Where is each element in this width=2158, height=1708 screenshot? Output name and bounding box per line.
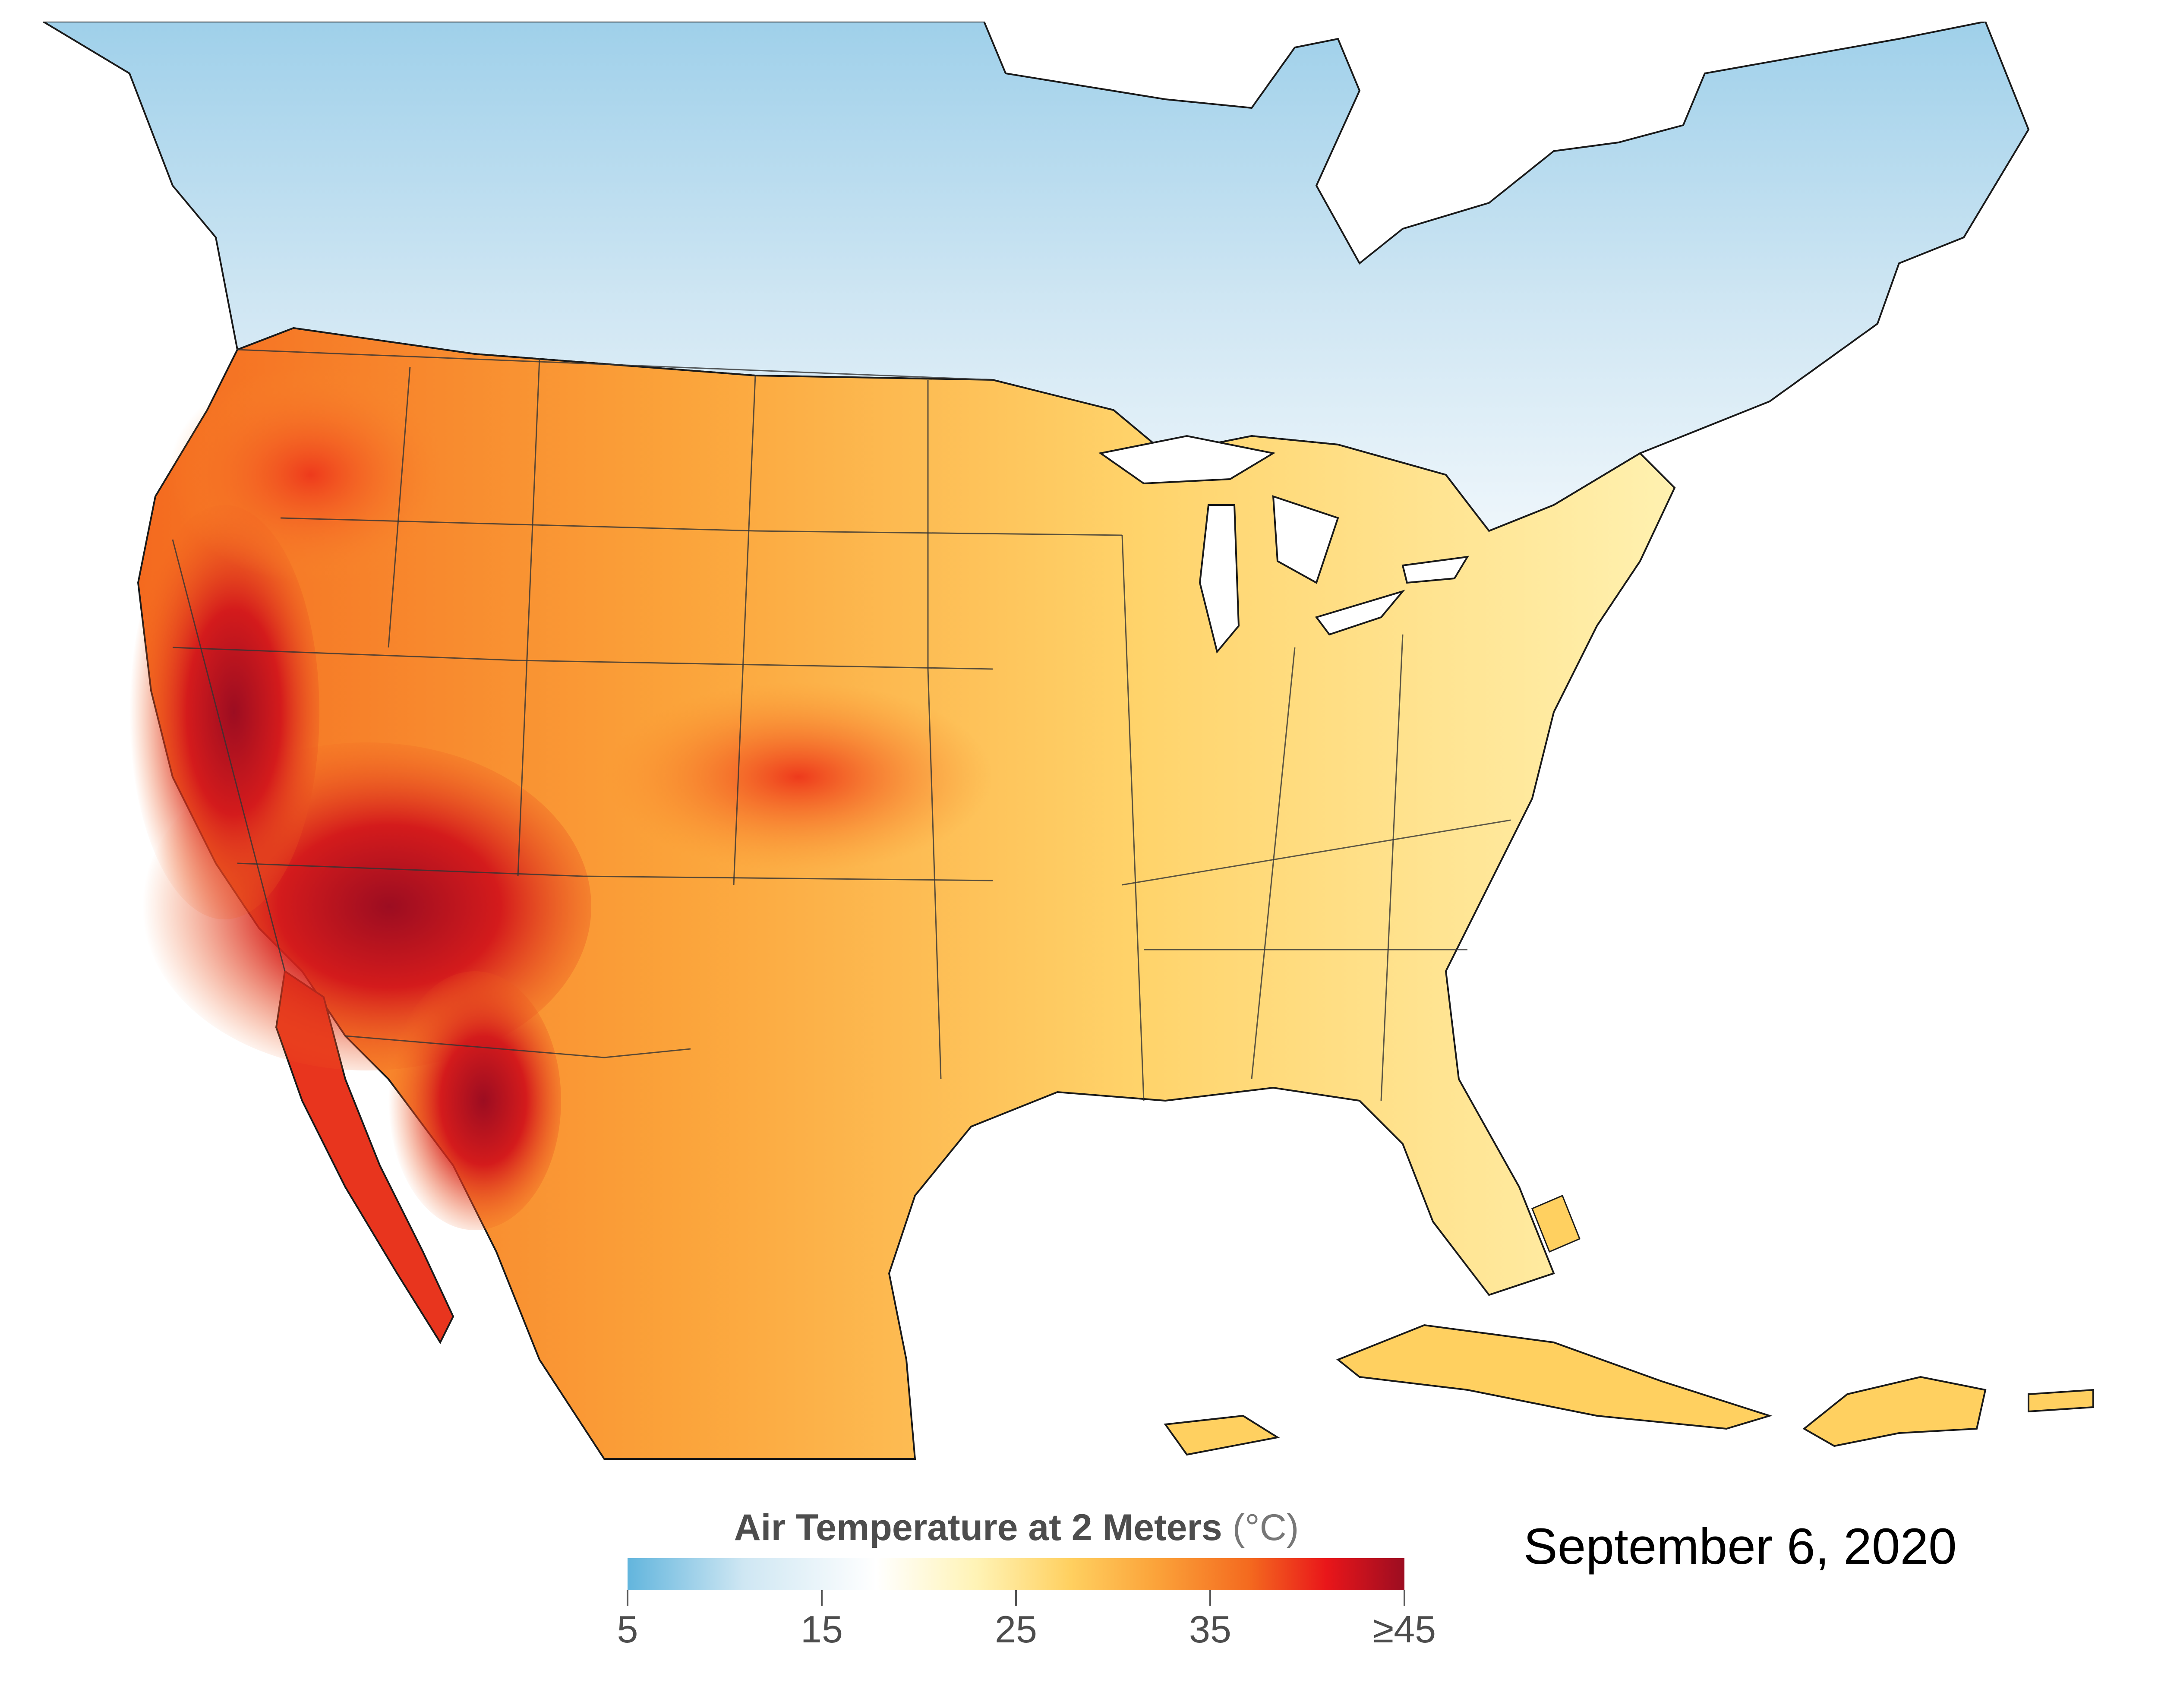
legend-tick-label: 15 — [801, 1608, 843, 1651]
date-label: September 6, 2020 — [1524, 1518, 1957, 1575]
pacific-northwest-heat — [168, 367, 453, 583]
puerto-rico — [2028, 1389, 2094, 1413]
legend-tick-mark — [627, 1590, 628, 1606]
sonora-heat — [388, 971, 561, 1230]
lake-michigan — [1199, 504, 1240, 654]
hispaniola — [1802, 1376, 1987, 1447]
lake-erie — [1315, 590, 1405, 636]
legend-title-text: Air Temperature at 2 Meters — [734, 1507, 1222, 1548]
legend-tick-mark — [1015, 1590, 1017, 1606]
legend-tick-mark — [1404, 1590, 1405, 1606]
legend-tick-mark — [821, 1590, 823, 1606]
legend-ticks: 5 15 25 35 ≥45 — [617, 1590, 1436, 1651]
lake-superior — [1098, 435, 1276, 485]
jamaica — [1164, 1414, 1280, 1456]
legend-tick-label: ≥45 — [1372, 1608, 1436, 1651]
bahamas — [1531, 1195, 1581, 1253]
temperature-map — [43, 22, 2158, 1489]
legend-title: Air Temperature at 2 Meters (°C) — [596, 1506, 1437, 1549]
lake-ontario — [1401, 556, 1469, 584]
plains-heat — [604, 682, 993, 872]
legend-tick-label: 25 — [995, 1608, 1037, 1651]
lake-huron — [1272, 495, 1339, 584]
legend-color-bar — [628, 1558, 1404, 1590]
cuba — [1336, 1324, 1773, 1430]
temperature-legend: Air Temperature at 2 Meters (°C) 5 15 25 35… — [596, 1506, 1437, 1679]
state-borders — [172, 349, 1511, 1101]
california-heat — [129, 505, 319, 919]
legend-tick-mark — [1209, 1590, 1211, 1606]
legend-tick-label: 35 — [1189, 1608, 1231, 1651]
legend-unit: (°C) — [1232, 1507, 1299, 1548]
legend-tick-label: 5 — [617, 1608, 638, 1651]
